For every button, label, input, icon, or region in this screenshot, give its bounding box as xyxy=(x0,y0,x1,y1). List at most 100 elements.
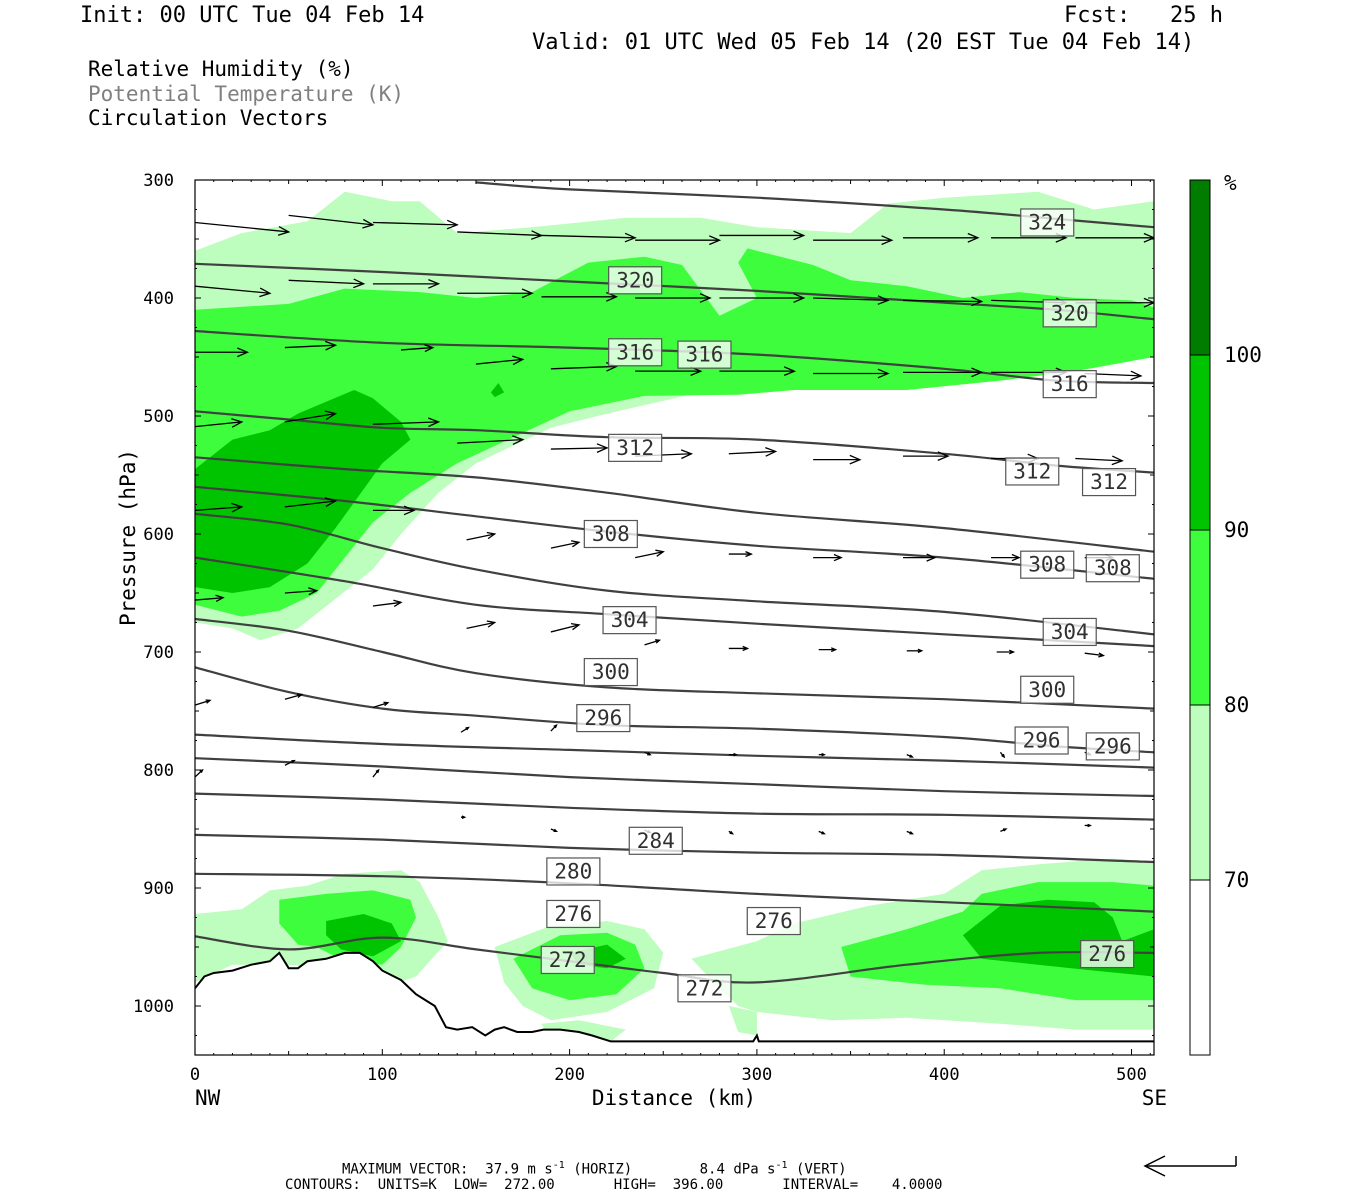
vector-head xyxy=(521,288,534,299)
contour-label: 312 xyxy=(1005,457,1060,486)
vector-head xyxy=(570,540,581,548)
vector-head xyxy=(596,443,609,453)
contour-label: 316 xyxy=(608,338,663,367)
valid-time: Valid: 01 UTC Wed 05 Feb 14 (20 EST Tue … xyxy=(532,30,1195,55)
circulation-vector xyxy=(460,726,470,733)
contour-label-text: 308 xyxy=(1094,556,1132,580)
x-endpoint-right: SE xyxy=(1142,1086,1167,1110)
vector-head xyxy=(655,549,665,557)
circulation-vector xyxy=(372,278,441,289)
contour-label: 276 xyxy=(746,906,801,936)
x-tick-label: 0 xyxy=(190,1065,200,1085)
contour-label: 276 xyxy=(546,899,601,929)
contour-label-text: 300 xyxy=(1028,678,1066,702)
contour-label-text: 308 xyxy=(592,522,630,546)
circulation-vector xyxy=(818,830,826,835)
circulation-vector xyxy=(195,699,212,706)
theta-contour-288 xyxy=(195,757,1154,798)
contour-label-box xyxy=(1020,550,1075,579)
circulation-vector xyxy=(1075,455,1124,466)
vector-shaft xyxy=(728,450,776,455)
vector-head xyxy=(655,639,662,644)
circulation-vector xyxy=(1084,823,1092,828)
vector-shaft xyxy=(466,533,495,541)
vector-head xyxy=(512,435,525,445)
contour-label: 296 xyxy=(1014,726,1069,755)
vector-head xyxy=(215,594,225,602)
contour-label-text: 312 xyxy=(1013,459,1051,483)
vector-shaft xyxy=(541,234,636,239)
vector-head xyxy=(291,759,296,764)
contour-label-text: 280 xyxy=(554,859,592,883)
vector-head xyxy=(742,645,750,652)
vector-head xyxy=(937,451,950,461)
vector-head xyxy=(647,752,652,756)
vector-head xyxy=(308,587,319,596)
vector-shaft xyxy=(195,597,224,601)
circulation-vector xyxy=(813,553,843,562)
vector-head xyxy=(324,340,338,351)
vector-head xyxy=(745,551,753,558)
legend-vectors: Circulation Vectors xyxy=(88,106,329,130)
contour-label: 280 xyxy=(546,857,601,886)
vector-head xyxy=(231,418,244,428)
circulation-vector xyxy=(635,549,665,559)
y-tick-label: 500 xyxy=(143,407,174,427)
vector-head xyxy=(427,417,441,428)
theta-contour-320 xyxy=(195,262,1154,321)
contour-label-box xyxy=(1020,208,1075,237)
circulation-vector xyxy=(284,693,304,700)
contour-label-text: 276 xyxy=(755,909,793,933)
circulation-vector xyxy=(903,451,950,461)
vector-head xyxy=(375,768,380,774)
vector-head xyxy=(917,648,924,654)
y-tick-label: 400 xyxy=(143,289,174,309)
circulation-vector xyxy=(813,454,862,465)
vector-head xyxy=(296,693,304,699)
y-tick-label: 600 xyxy=(143,525,174,545)
contour-label-box xyxy=(1081,467,1137,497)
vector-head xyxy=(1008,649,1016,655)
terrain-fill xyxy=(195,952,1154,1055)
contour-label-box xyxy=(540,945,595,975)
vector-head xyxy=(967,232,980,243)
vector-shaft xyxy=(475,358,523,365)
x-axis-title: Distance (km) xyxy=(592,1086,756,1110)
colorbar-unit: % xyxy=(1224,171,1237,195)
colorbar-bin xyxy=(1189,179,1211,356)
vector-shaft xyxy=(457,231,542,237)
vector-head xyxy=(383,701,390,707)
colorbar-label: 70 xyxy=(1224,868,1249,892)
contour-label-box xyxy=(546,899,601,929)
contour-label-text: 312 xyxy=(616,436,654,460)
circulation-vector xyxy=(818,647,838,653)
y-tick-label: 800 xyxy=(143,761,174,781)
x-endpoint-left: NW xyxy=(195,1086,221,1110)
contour-label-text: 276 xyxy=(554,902,592,926)
y-tick-label: 300 xyxy=(143,171,174,191)
vector-shaft xyxy=(550,541,580,549)
circulation-vector xyxy=(1075,232,1154,243)
contour-label-box xyxy=(583,657,638,687)
circulation-vector xyxy=(550,622,581,633)
contour-label: 300 xyxy=(1020,675,1075,704)
contour-label-box xyxy=(1085,554,1140,583)
circulation-vector xyxy=(728,551,753,558)
contour-label-text: 316 xyxy=(686,343,724,367)
contour-label-text: 276 xyxy=(1088,942,1126,966)
legend-rh: Relative Humidity (%) xyxy=(88,57,354,81)
vector-shaft xyxy=(372,702,389,709)
contour-label-text: 296 xyxy=(584,706,622,730)
init-time: Init: 00 UTC Tue 04 Feb 14 xyxy=(80,3,425,28)
vector-layer xyxy=(195,214,1154,835)
vector-head xyxy=(909,754,914,758)
x-tick-label: 100 xyxy=(367,1065,398,1085)
vector-shaft xyxy=(195,221,289,233)
vector-shaft xyxy=(284,344,336,349)
circulation-vector xyxy=(728,830,735,835)
vector-head xyxy=(729,830,735,835)
vector-shaft xyxy=(288,214,374,226)
contour-label-text: 304 xyxy=(1051,620,1089,644)
reference-vector xyxy=(1143,1155,1237,1177)
vector-head xyxy=(624,232,637,243)
